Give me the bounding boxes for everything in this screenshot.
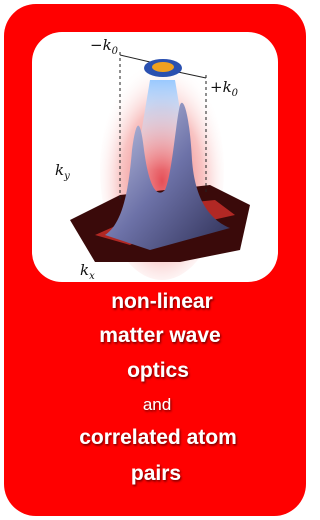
- label-subscript: x: [89, 271, 95, 282]
- label-text: +k: [210, 78, 232, 96]
- atom-cloud-core: [152, 62, 174, 72]
- caption-line: correlated atom: [79, 426, 237, 449]
- caption-line: non-linear: [111, 290, 213, 313]
- card: −k0 +k0 ky kx non-linear matter wave opt…: [0, 0, 310, 520]
- label-subscript: 0: [112, 46, 119, 57]
- caption-line: optics: [127, 359, 189, 382]
- label-text: −k: [90, 36, 112, 54]
- caption-line: matter wave: [99, 324, 220, 347]
- page: −k0 +k0 ky kx non-linear matter wave opt…: [0, 0, 310, 520]
- label-text: k: [80, 261, 89, 279]
- label-text: k: [55, 161, 64, 179]
- label-subscript: y: [63, 171, 70, 182]
- caption-line: pairs: [131, 462, 181, 485]
- label-subscript: 0: [232, 88, 239, 99]
- caption-connector: and: [143, 395, 171, 414]
